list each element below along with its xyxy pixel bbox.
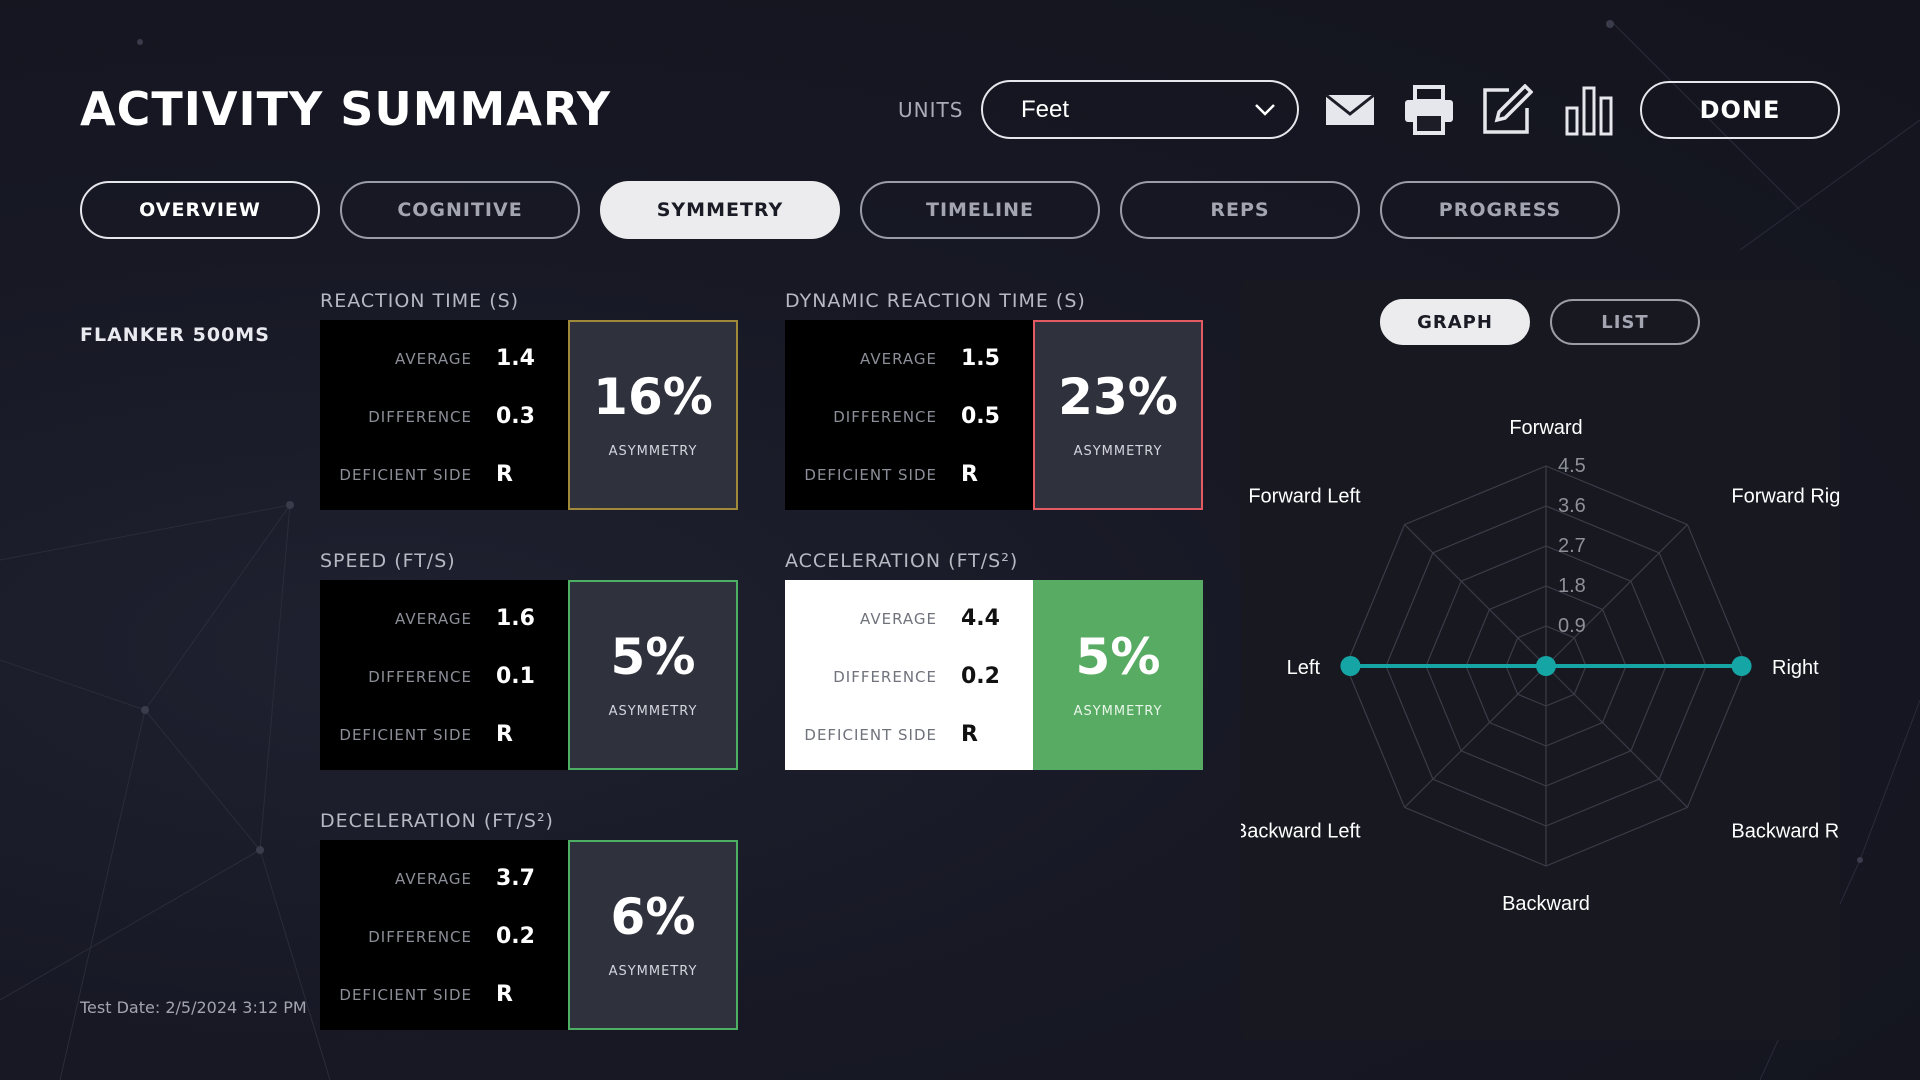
asymmetry-label: ASYMMETRY	[608, 443, 698, 459]
deficient-side-label: DEFICIENT SIDE	[804, 726, 937, 744]
asymmetry-value: 23%	[1058, 367, 1178, 426]
difference-label: DIFFERENCE	[368, 408, 472, 426]
deficient-side-value: R	[496, 462, 513, 487]
asymmetry-box: 5% ASYMMETRY	[568, 580, 738, 770]
tab-timeline[interactable]: TIMELINE	[860, 181, 1100, 239]
average-label: AVERAGE	[860, 610, 937, 628]
deceleration-title: DECELERATION (FT/S²)	[320, 810, 554, 832]
difference-value: 0.2	[496, 924, 535, 949]
difference-label: DIFFERENCE	[368, 668, 472, 686]
chevron-down-icon	[1255, 104, 1275, 116]
deceleration-card: AVERAGE 3.7 DIFFERENCE 0.2 DEFICIENT SIDE R…	[320, 840, 738, 1030]
asymmetry-value: 5%	[610, 627, 696, 686]
asymmetry-box: 23% ASYMMETRY	[1033, 320, 1203, 510]
deficient-side-label: DEFICIENT SIDE	[804, 466, 937, 484]
speed-card: AVERAGE 1.6 DIFFERENCE 0.1 DEFICIENT SIDE R…	[320, 580, 738, 770]
deficient-side-label: DEFICIENT SIDE	[339, 986, 472, 1004]
test-date: Test Date: 2/5/2024 3:12 PM	[80, 998, 307, 1017]
average-label: AVERAGE	[395, 870, 472, 888]
deficient-side-value: R	[961, 462, 978, 487]
radar-tick-label: 0.9	[1558, 615, 1586, 637]
print-icon[interactable]	[1403, 84, 1455, 136]
bar-chart-icon[interactable]	[1563, 84, 1615, 136]
average-value: 4.4	[961, 606, 1000, 631]
difference-value: 0.1	[496, 664, 535, 689]
asymmetry-value: 6%	[610, 887, 696, 946]
deficient-side-label: DEFICIENT SIDE	[339, 466, 472, 484]
asymmetry-box: 5% ASYMMETRY	[1033, 580, 1203, 770]
deficient-side-value: R	[496, 722, 513, 747]
radar-tick-label: 3.6	[1558, 495, 1586, 517]
units-label: UNITS	[898, 98, 964, 122]
reaction-time-title: REACTION TIME (S)	[320, 290, 520, 312]
radar-tick-label: 1.8	[1558, 575, 1586, 597]
page-title: ACTIVITY SUMMARY	[80, 82, 612, 136]
edit-icon[interactable]	[1481, 84, 1533, 136]
tab-overview[interactable]: OVERVIEW	[80, 181, 320, 239]
average-value: 1.6	[496, 606, 535, 631]
radar-axis-label: Forward Left	[1248, 486, 1361, 508]
radar-spoke	[1545, 665, 1688, 808]
list-toggle-button[interactable]: LIST	[1550, 299, 1700, 345]
reaction-time-card: AVERAGE 1.4 DIFFERENCE 0.3 DEFICIENT SIDE R…	[320, 320, 738, 510]
radar-spoke	[1545, 524, 1688, 667]
difference-value: 0.5	[961, 404, 1000, 429]
radar-axis-label: Backward Right	[1731, 820, 1840, 842]
asymmetry-label: ASYMMETRY	[608, 963, 698, 979]
asymmetry-label: ASYMMETRY	[1073, 443, 1163, 459]
radar-series-point	[1340, 656, 1361, 676]
average-value: 1.5	[961, 346, 1000, 371]
deficient-side-label: DEFICIENT SIDE	[339, 726, 472, 744]
radar-series-point	[1731, 656, 1752, 676]
done-button[interactable]: DONE	[1640, 81, 1840, 139]
average-value: 1.4	[496, 346, 535, 371]
asymmetry-value: 16%	[593, 367, 713, 426]
tab-cognitive[interactable]: COGNITIVE	[340, 181, 580, 239]
asymmetry-box: 16% ASYMMETRY	[568, 320, 738, 510]
test-name: FLANKER 500MS	[80, 324, 270, 346]
graph-toggle-button[interactable]: GRAPH	[1380, 299, 1530, 345]
tab-symmetry[interactable]: SYMMETRY	[600, 181, 840, 239]
deficient-side-value: R	[496, 982, 513, 1007]
difference-value: 0.2	[961, 664, 1000, 689]
radar-tick-label: 4.5	[1558, 455, 1586, 477]
difference-label: DIFFERENCE	[833, 408, 937, 426]
dynamic-reaction-time-card: AVERAGE 1.5 DIFFERENCE 0.5 DEFICIENT SIDE R…	[785, 320, 1203, 510]
tab-progress[interactable]: PROGRESS	[1380, 181, 1620, 239]
speed-title: SPEED (FT/S)	[320, 550, 456, 572]
difference-label: DIFFERENCE	[368, 928, 472, 946]
difference-value: 0.3	[496, 404, 535, 429]
asymmetry-box: 6% ASYMMETRY	[568, 840, 738, 1030]
asymmetry-label: ASYMMETRY	[1073, 703, 1163, 719]
dynamic-reaction-time-title: DYNAMIC REACTION TIME (S)	[785, 290, 1086, 312]
units-select[interactable]: Feet	[981, 80, 1299, 139]
radar-axis-label: Backward	[1502, 893, 1590, 915]
radar-center-point	[1536, 656, 1556, 676]
radar-axis-label: Forward	[1509, 417, 1582, 439]
radar-axis-label: Left	[1287, 657, 1321, 679]
radar-chart: 0.9 1.8 2.7 3.6 4.5 Forward Forward Right Right…	[1241, 417, 1840, 915]
acceleration-title: ACCELERATION (FT/S²)	[785, 550, 1019, 572]
radar-axis-label: Backward Left	[1241, 820, 1361, 842]
asymmetry-value: 5%	[1075, 627, 1161, 686]
units-value: Feet	[1021, 95, 1070, 123]
average-label: AVERAGE	[860, 350, 937, 368]
radar-tick-label: 2.7	[1558, 535, 1586, 557]
average-label: AVERAGE	[395, 610, 472, 628]
deficient-side-value: R	[961, 722, 978, 747]
tab-reps[interactable]: REPS	[1120, 181, 1360, 239]
difference-label: DIFFERENCE	[833, 668, 937, 686]
radar-axis-label: Forward Right	[1731, 486, 1840, 508]
acceleration-card: AVERAGE 4.4 DIFFERENCE 0.2 DEFICIENT SIDE R…	[785, 580, 1203, 770]
average-value: 3.7	[496, 866, 535, 891]
radar-spoke	[1404, 524, 1547, 667]
average-label: AVERAGE	[395, 350, 472, 368]
mail-icon[interactable]	[1324, 84, 1376, 136]
radar-axis-label: Right	[1772, 657, 1819, 679]
asymmetry-label: ASYMMETRY	[608, 703, 698, 719]
radar-spoke	[1404, 665, 1547, 808]
